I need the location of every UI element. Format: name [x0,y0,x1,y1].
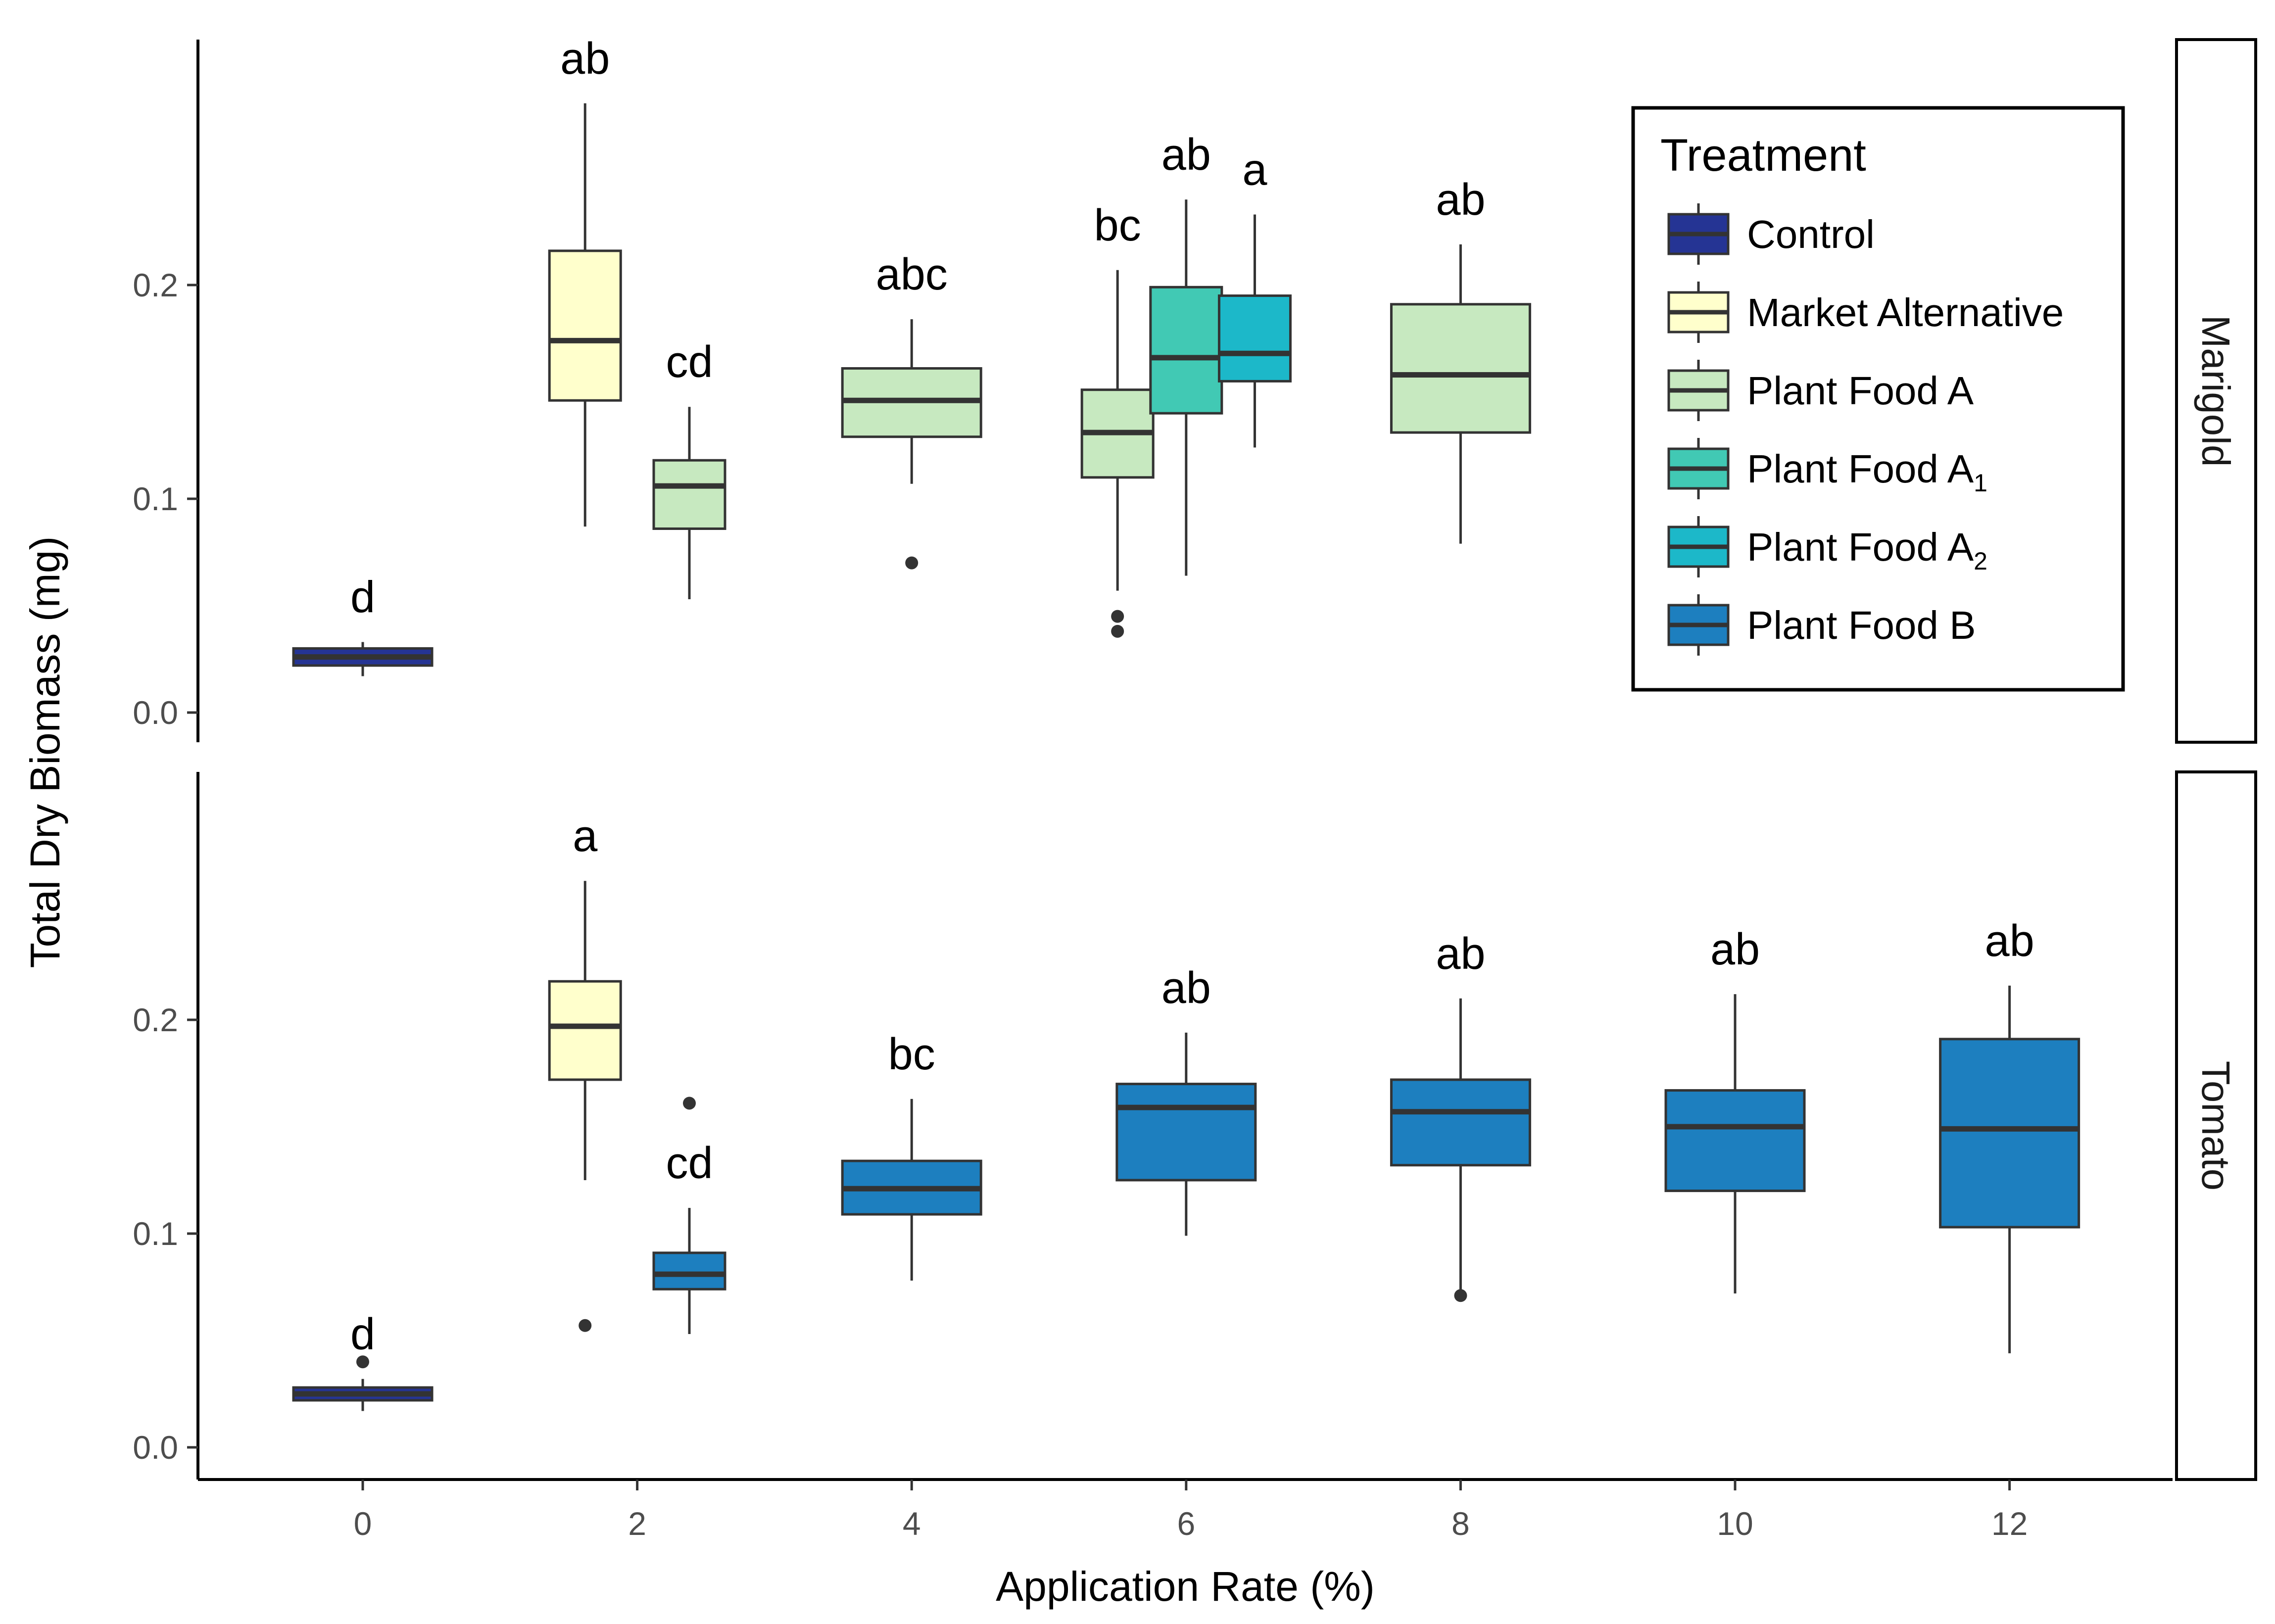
significance-label: cd [666,1139,713,1188]
legend-label: Plant Food B [1747,603,1976,647]
x-tick-label: 0 [354,1505,372,1542]
box-marigold-3: abc [841,250,982,570]
outlier-point [356,1355,369,1369]
significance-label: a [573,812,598,861]
significance-label: a [1242,145,1267,194]
box-tomato-5: ab [1390,929,1531,1302]
legend-label-subscript: 1 [1974,469,1987,497]
significance-label: ab [1436,175,1485,225]
box-marigold-5: ab [1149,130,1223,576]
legend-label: Plant Food A2 [1747,525,1987,575]
box-tomato-3: bc [841,1030,982,1281]
significance-label: ab [1162,963,1211,1013]
box-marigold-0: d [292,573,434,676]
legend-item: Plant Food A2 [1667,516,1987,577]
legend-label: Control [1747,212,1875,256]
box-tomato-1: a [548,812,622,1332]
y-tick-label: 0.0 [133,1429,178,1466]
legend-label: Market Alternative [1747,290,2064,334]
significance-label: cd [666,337,713,387]
significance-label: bc [888,1030,935,1079]
box-tomato-6: ab [1664,925,1806,1293]
outlier-point [1111,610,1124,623]
facet-strip [2175,770,2257,1481]
outlier-point [579,1319,592,1332]
box-body [548,980,622,1081]
y-tick-label: 0.0 [133,694,178,731]
legend-label-text: Control [1747,212,1875,256]
outlier-point [682,1097,696,1110]
panel-tomato: 0.0 0.1 0.2 Tomato d a cd bc ab ab ab ab [133,770,2257,1481]
y-axis-title: Total Dry Biomass (mg) [22,536,68,968]
legend-label: Plant Food A1 [1747,447,1987,497]
box-marigold-1: ab [548,34,622,527]
facet-strip [2175,38,2257,744]
box-tomato-7: ab [1939,916,2081,1353]
facet-strip-label: Tomato [2194,1061,2238,1191]
significance-label: ab [1162,130,1211,180]
legend-title: Treatment [1660,130,1866,181]
legend-item: Control [1667,203,1875,265]
legend-label-text: Market Alternative [1747,290,2064,334]
box-body [1390,1078,1531,1167]
box-body [1390,303,1531,434]
y-tick-label: 0.2 [133,1002,178,1038]
box-body [548,249,622,402]
significance-label: ab [1710,925,1760,974]
legend-label-text: Plant Food B [1747,603,1976,647]
x-tick-label: 10 [1717,1505,1753,1542]
box-tomato-4: ab [1115,963,1257,1236]
legend-item: Market Alternative [1667,282,2064,343]
significance-label: bc [1094,201,1141,250]
significance-label: ab [1436,929,1485,979]
significance-label: ab [1985,916,2034,966]
legend: Treatment Control Market Alternative Plant … [1631,106,2125,692]
facet-strip-label: Marigold [2194,315,2238,467]
legend-label-text: Plant Food A [1747,369,1974,413]
legend-label-text: Plant Food A [1747,525,1974,569]
outlier-point [1111,624,1124,638]
x-tick-label: 6 [1177,1505,1195,1542]
legend-item: Plant Food A1 [1667,438,1987,499]
box-tomato-2: cd [652,1097,726,1335]
significance-label: d [350,573,375,622]
box-body [652,1251,726,1290]
outlier-point [1454,1289,1467,1302]
y-tick-label: 0.1 [133,1215,178,1252]
legend-label-text: Plant Food A [1747,447,1974,491]
box-body [1217,294,1292,382]
box-marigold-6: a [1217,145,1292,448]
box-body [652,459,726,530]
x-tick-label: 12 [1991,1505,2028,1542]
significance-label: ab [560,34,610,84]
y-tick-label: 0.1 [133,480,178,517]
box-body [1115,1083,1257,1182]
legend-label-subscript: 2 [1974,547,1987,575]
box-tomato-0: d [292,1310,434,1411]
box-marigold-4: bc [1080,201,1155,638]
box-body [1939,1038,2081,1229]
y-tick-label: 0.2 [133,267,178,303]
legend-item: Plant Food A [1667,360,1974,421]
box-marigold-7: ab [1390,175,1531,544]
x-tick-label: 2 [628,1505,646,1542]
legend-item: Plant Food B [1667,594,1976,656]
box-body [1149,286,1223,415]
significance-label: d [350,1310,375,1359]
x-axis: 0 2 4 6 8 10 12 [198,1478,2173,1542]
box-marigold-2: cd [652,337,726,600]
x-axis-title: Application Rate (%) [996,1563,1375,1610]
x-tick-label: 8 [1452,1505,1470,1542]
box-body [1664,1089,1806,1193]
legend-label: Plant Food A [1747,369,1974,413]
x-tick-label: 4 [903,1505,921,1542]
outlier-point [905,556,919,570]
significance-label: abc [876,250,948,299]
